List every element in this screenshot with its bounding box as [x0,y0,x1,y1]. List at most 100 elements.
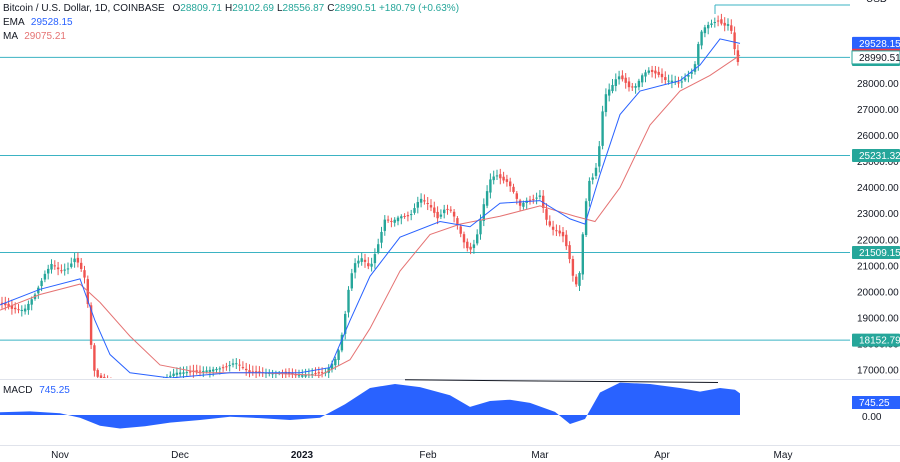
ma-label: MA [3,31,18,42]
candle-body [360,258,363,262]
candle-body [581,234,584,275]
candle-body [680,81,683,83]
candle-body [225,366,228,368]
candle-body [532,199,535,201]
candle-body [535,197,538,199]
candle-body [472,244,476,249]
candle-body [113,384,115,385]
candle-body [169,375,172,378]
candle-body [126,385,128,386]
candle-body [390,220,393,222]
candle-body [297,375,301,377]
x-tick-label: Feb [419,450,437,461]
macd-trendline [404,379,719,383]
macd-label: MACD [3,385,33,396]
candle-body [502,176,505,181]
ema-line [0,38,741,378]
candle-body [703,27,707,34]
ohlc-value-l: 28556.87 [282,3,325,14]
y-tick-label: 19000.00 [857,314,899,325]
candle-body [538,195,542,197]
candle-body [604,94,608,113]
current-price-tag-box [851,50,900,65]
candle-body [512,186,515,192]
ohlc-key-l: L [276,3,283,14]
candle-body [687,75,690,77]
candle-body [667,80,670,82]
macd-legend: MACD 745.25 [3,385,70,396]
candle-body [370,263,373,267]
price-tag-label: 18152.79 [859,336,900,347]
candle-body [367,263,370,267]
candle-body [588,180,591,201]
candle-body [433,207,436,213]
candle-body [304,374,307,377]
price-tag-21509.15: 21509.15 [852,246,900,260]
candle-body [330,363,334,370]
candle-body [601,111,604,146]
candle-body [218,368,221,370]
ema-label: EMA [3,17,25,28]
candle-body [723,22,726,26]
price-tag-label: 21509.15 [859,248,900,259]
candle-body [489,179,492,193]
candle-body [179,372,182,375]
candle-body [172,373,175,377]
candle-body [188,371,192,373]
candle-body [53,265,56,267]
candle-body [14,307,17,310]
candle-body [462,234,466,243]
candle-body [683,78,687,81]
candle-body [383,219,386,231]
candle-body [419,198,423,203]
symbol-title: Bitcoin / U.S. Dollar, 1D, COINBASE [3,3,165,14]
candle-body [96,370,99,377]
candle-body [578,273,581,286]
candle-body [202,370,205,372]
candle-body [0,302,4,304]
candle-body [221,367,225,369]
candle-body [254,371,258,373]
price-tag-box [852,246,900,260]
candle-body [130,384,132,386]
macd-histogram [0,382,740,429]
candle-body [548,221,551,226]
candle-body [110,382,112,383]
y-tick-label: 22000.00 [857,235,899,246]
candle-body [637,80,641,88]
y-tick-label: 20000.00 [857,287,899,298]
candle-body [505,179,509,182]
candle-body [386,219,390,221]
candle-body [522,202,525,207]
candle-body [258,371,261,373]
candle-body [730,25,733,31]
y-tick-label: 23000.00 [857,209,899,220]
macd-zero-label: 0.00 [862,412,882,423]
price-tag-box [852,148,900,162]
candle-body [670,80,674,83]
candle-body [393,219,396,223]
candle-body [565,234,568,247]
price-tag-box [852,36,900,50]
candle-body [410,214,413,216]
candle-body [551,226,555,230]
candle-body [509,181,512,187]
candle-body [198,370,202,372]
price-tag-29528.15: 29528.15 [852,36,900,50]
candle-body [716,20,720,22]
x-tick-label: Nov [51,450,69,461]
candle-body [654,70,657,74]
candle-body [93,345,96,371]
candle-body [357,260,360,264]
candle-body [212,369,215,372]
candle-body [713,22,716,24]
candle-body [66,268,70,270]
chart-legend: Bitcoin / U.S. Dollar, 1D, COINBASE O288… [3,2,459,44]
candle-body [235,363,238,365]
candle-body [631,86,634,88]
candle-body [208,369,212,372]
candle-body [568,245,571,260]
candle-body [515,193,518,199]
candle-body [215,368,218,371]
